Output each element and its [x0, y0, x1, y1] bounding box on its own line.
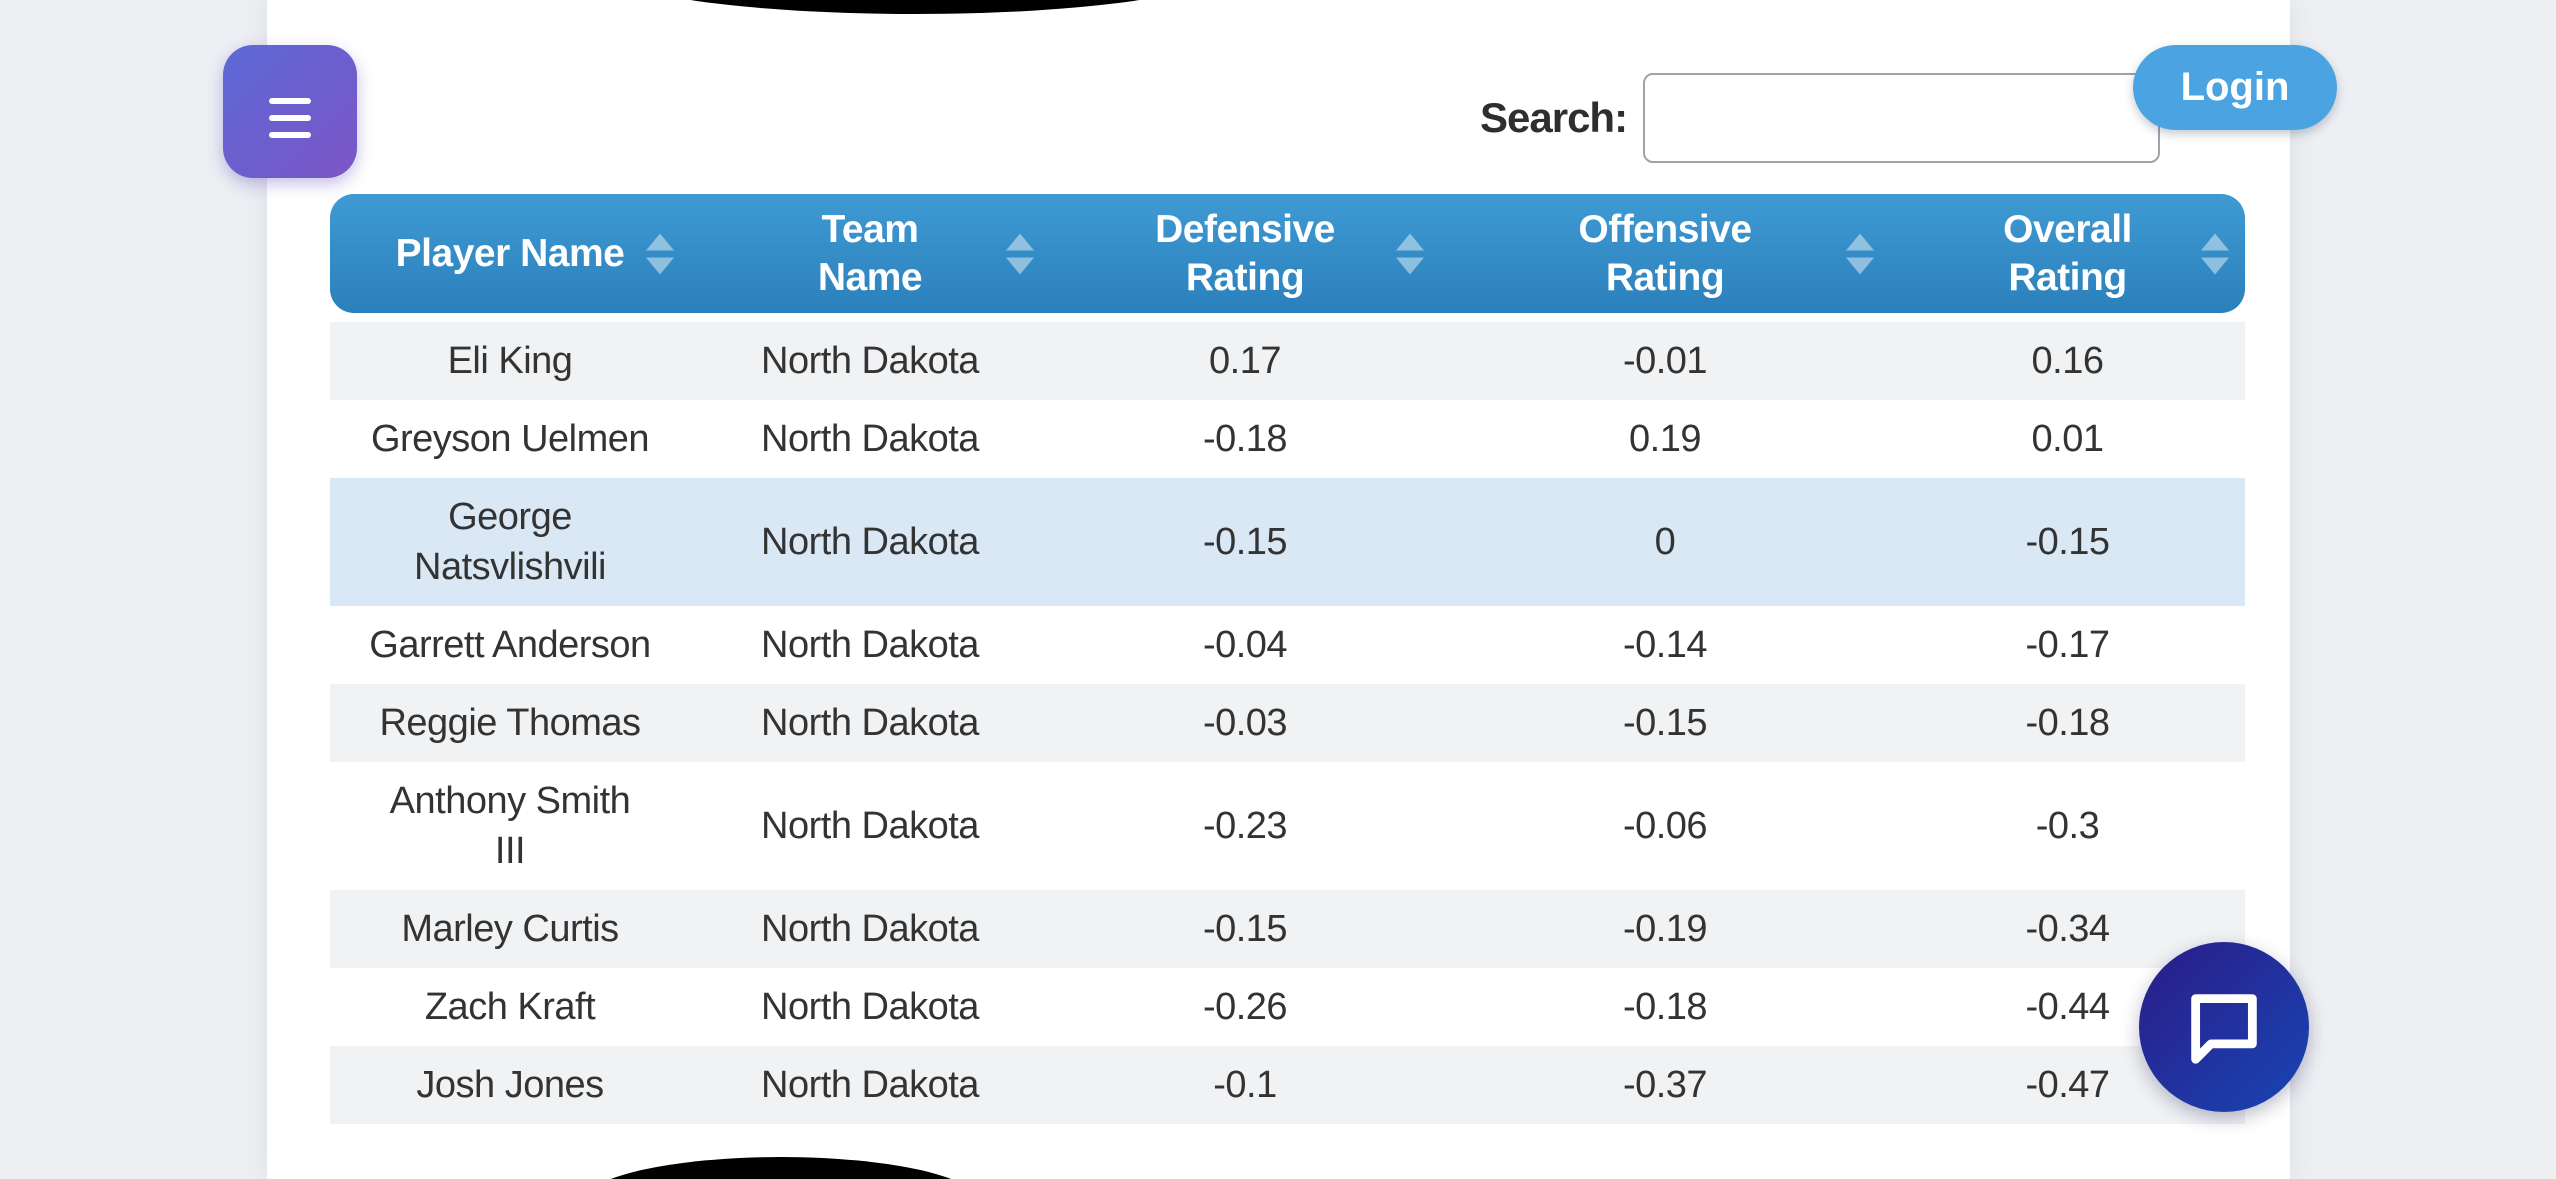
column-header-overall-rating[interactable]: Overall Rating	[1890, 194, 2245, 313]
column-header-offensive-rating[interactable]: Offensive Rating	[1440, 194, 1890, 313]
table-row[interactable]: Greyson Uelmen North Dakota -0.18 0.19 0.01	[330, 400, 2245, 478]
cell-team: North Dakota	[761, 624, 979, 666]
table-row[interactable]: Garrett Anderson North Dakota -0.04 -0.14 -0…	[330, 606, 2245, 684]
sort-arrows-icon	[646, 233, 674, 274]
table-row[interactable]: Anthony Smith III North Dakota -0.23 -0.06 -…	[330, 762, 2245, 890]
cell-overall: -0.15	[2025, 521, 2110, 563]
cell-overall: -0.34	[2025, 908, 2110, 950]
cell-offensive: -0.37	[1622, 1064, 1708, 1106]
table-row[interactable]: Eli King North Dakota 0.17 -0.01 0.16	[330, 322, 2245, 400]
sort-arrows-icon	[2201, 233, 2229, 274]
cell-player: Greyson Uelmen	[370, 418, 650, 460]
cell-offensive: -0.19	[1622, 908, 1708, 950]
column-header-player-name[interactable]: Player Name	[330, 194, 690, 313]
cell-offensive: 0.19	[1629, 418, 1701, 460]
cell-offensive: -0.14	[1622, 624, 1708, 666]
search-input[interactable]	[1643, 73, 2161, 163]
cell-defensive: -0.15	[1202, 908, 1288, 950]
cell-defensive: -0.1	[1213, 1064, 1277, 1106]
cell-defensive: -0.18	[1202, 418, 1288, 460]
hamburger-icon	[269, 97, 311, 138]
cell-defensive: -0.26	[1202, 986, 1288, 1028]
cell-player: Garrett Anderson	[369, 624, 651, 666]
cell-defensive: -0.15	[1202, 521, 1288, 563]
cell-team: North Dakota	[761, 805, 979, 847]
column-header-defensive-rating[interactable]: Defensive Rating	[1050, 194, 1440, 313]
cell-defensive: 0.17	[1209, 340, 1281, 382]
cell-overall: -0.44	[2025, 986, 2110, 1028]
cell-team: North Dakota	[761, 702, 979, 744]
ink-blob-bottom	[583, 1157, 979, 1179]
chat-button[interactable]	[2139, 942, 2309, 1112]
cell-overall: -0.3	[2035, 805, 2100, 847]
search-label: Search:	[1480, 94, 1628, 141]
sort-arrows-icon	[1846, 233, 1874, 274]
cell-team: North Dakota	[761, 908, 979, 950]
cell-player: Josh Jones	[416, 1064, 604, 1106]
cell-offensive: -0.06	[1622, 805, 1708, 847]
cell-offensive: -0.15	[1622, 702, 1708, 744]
login-button[interactable]: Login	[2133, 45, 2337, 130]
table-row[interactable]: Josh Jones North Dakota -0.1 -0.37 -0.47	[330, 1046, 2245, 1124]
cell-defensive: -0.04	[1202, 624, 1288, 666]
players-table: Player Name Team Name Defensive Rating O…	[330, 194, 2245, 1124]
cell-offensive: -0.18	[1622, 986, 1708, 1028]
table-header-row: Player Name Team Name Defensive Rating O…	[330, 194, 2245, 313]
cell-overall: -0.18	[2025, 702, 2110, 744]
table-row[interactable]: Zach Kraft North Dakota -0.26 -0.18 -0.44	[330, 968, 2245, 1046]
sort-arrows-icon	[1396, 233, 1424, 274]
cell-team: North Dakota	[761, 418, 979, 460]
cell-overall: -0.47	[2025, 1064, 2110, 1106]
cell-player: Marley Curtis	[401, 908, 619, 950]
sort-arrows-icon	[1006, 233, 1034, 274]
table-row[interactable]: George Natsvlishvili North Dakota -0.15 0 -0…	[330, 478, 2245, 606]
chat-bubble-icon	[2191, 994, 2257, 1064]
cell-player: Anthony Smith III	[389, 780, 631, 872]
menu-button[interactable]	[223, 45, 357, 178]
cell-offensive: 0	[1654, 521, 1676, 563]
search-bar: Search:	[1480, 73, 2161, 163]
cell-player: Eli King	[447, 340, 573, 382]
table-body: Eli King North Dakota 0.17 -0.01 0.16 Greyson…	[330, 322, 2245, 1124]
cell-player: Reggie Thomas	[379, 702, 641, 744]
cell-team: North Dakota	[761, 340, 979, 382]
cell-overall: 0.01	[2031, 418, 2104, 460]
cell-team: North Dakota	[761, 1064, 979, 1106]
cell-player: Zach Kraft	[424, 986, 596, 1028]
table-row[interactable]: Reggie Thomas North Dakota -0.03 -0.15 -0.18	[330, 684, 2245, 762]
cell-defensive: -0.23	[1202, 805, 1288, 847]
cell-player: George Natsvlishvili	[414, 496, 606, 588]
cell-team: North Dakota	[761, 986, 979, 1028]
column-header-team-name[interactable]: Team Name	[690, 194, 1050, 313]
cell-overall: -0.17	[2025, 624, 2110, 666]
table-row[interactable]: Marley Curtis North Dakota -0.15 -0.19 -0.34	[330, 890, 2245, 968]
cell-defensive: -0.03	[1202, 702, 1288, 744]
cell-offensive: -0.01	[1622, 340, 1708, 382]
cell-team: North Dakota	[761, 521, 979, 563]
cell-overall: 0.16	[2031, 340, 2104, 382]
